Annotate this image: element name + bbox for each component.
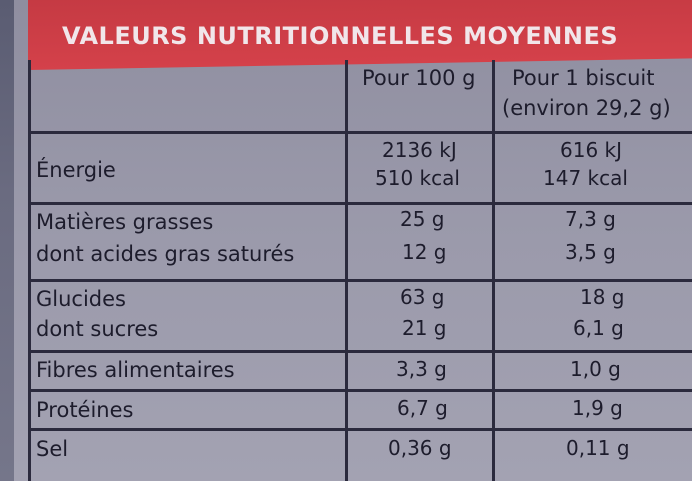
column-header-per100: Pour 100 g xyxy=(362,66,476,90)
nutrition-label xyxy=(14,0,692,481)
row-divider xyxy=(28,202,692,205)
column-header-per-biscuit-note: (environ 29,2 g) xyxy=(502,96,671,120)
row-label-acides-gras-satures: dont acides gras saturés xyxy=(36,242,295,266)
matieres-biscuit: 7,3 g xyxy=(565,207,616,231)
column-divider xyxy=(492,60,495,481)
column-divider xyxy=(345,60,348,481)
energie-per100-kcal: 510 kcal xyxy=(375,166,460,190)
row-label-fibres: Fibres alimentaires xyxy=(36,358,235,382)
row-divider xyxy=(28,279,692,282)
table-title: VALEURS NUTRITIONNELLES MOYENNES xyxy=(62,22,619,50)
row-label-proteines: Protéines xyxy=(36,398,134,422)
row-label-glucides: Glucides xyxy=(36,287,126,311)
sel-per100: 0,36 g xyxy=(388,436,452,460)
energie-per100-kj: 2136 kJ xyxy=(382,138,457,162)
satures-biscuit: 3,5 g xyxy=(565,240,616,264)
row-divider xyxy=(28,350,692,353)
table-border-left xyxy=(28,60,31,481)
proteines-biscuit: 1,9 g xyxy=(572,396,623,420)
proteines-per100: 6,7 g xyxy=(397,396,448,420)
sucres-biscuit: 6,1 g xyxy=(573,316,624,340)
energie-biscuit-kcal: 147 kcal xyxy=(543,166,628,190)
row-label-energie: Énergie xyxy=(36,158,116,182)
matieres-per100: 25 g xyxy=(400,207,445,231)
glucides-per100: 63 g xyxy=(400,285,445,309)
row-divider xyxy=(28,428,692,431)
row-divider xyxy=(28,389,692,392)
energie-biscuit-kj: 616 kJ xyxy=(560,138,623,162)
column-header-per-biscuit: Pour 1 biscuit xyxy=(512,66,655,90)
row-divider xyxy=(28,131,692,134)
row-label-sel: Sel xyxy=(36,437,69,461)
satures-per100: 12 g xyxy=(402,240,447,264)
row-label-sucres: dont sucres xyxy=(36,317,159,341)
sucres-per100: 21 g xyxy=(402,316,447,340)
sel-biscuit: 0,11 g xyxy=(566,436,630,460)
fibres-biscuit: 1,0 g xyxy=(570,357,621,381)
glucides-biscuit: 18 g xyxy=(580,285,625,309)
fibres-per100: 3,3 g xyxy=(396,357,447,381)
row-label-matieres-grasses: Matières grasses xyxy=(36,210,214,234)
